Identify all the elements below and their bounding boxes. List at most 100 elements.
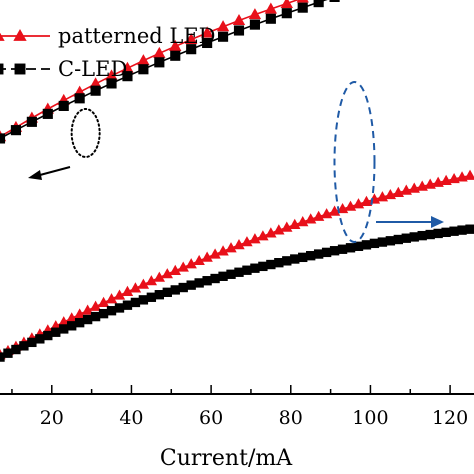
data-point xyxy=(273,224,285,235)
legend-item: C-LED xyxy=(0,57,127,81)
data-point xyxy=(313,249,324,259)
data-point xyxy=(216,20,230,32)
data-point xyxy=(242,265,252,275)
data-point xyxy=(59,324,69,334)
data-point xyxy=(67,321,77,331)
data-point xyxy=(178,282,188,293)
data-point xyxy=(58,316,70,327)
data-point xyxy=(433,228,443,239)
data-point xyxy=(0,32,5,41)
data-point xyxy=(265,13,276,24)
data-point xyxy=(361,240,372,250)
data-point xyxy=(297,216,309,227)
data-point xyxy=(90,85,101,96)
data-point xyxy=(464,169,474,180)
data-point xyxy=(377,237,388,247)
data-point xyxy=(0,352,5,362)
data-point xyxy=(296,0,309,3)
data-point xyxy=(233,25,245,36)
data-point xyxy=(161,268,173,279)
data-point xyxy=(369,238,380,249)
data-point xyxy=(73,308,86,319)
data-point xyxy=(58,100,69,111)
data-point xyxy=(27,337,37,348)
data-point xyxy=(257,230,269,241)
data-point xyxy=(170,50,181,61)
data-point xyxy=(281,221,293,232)
data-point xyxy=(226,269,236,279)
data-point xyxy=(329,0,340,2)
data-point xyxy=(290,254,300,264)
data-point xyxy=(3,348,13,358)
x-tick-label: 60 xyxy=(199,407,223,429)
data-point xyxy=(329,246,340,256)
data-point xyxy=(200,26,214,38)
data-point xyxy=(274,258,284,268)
data-point xyxy=(232,13,246,26)
data-point xyxy=(81,304,94,315)
data-point xyxy=(217,245,229,256)
data-point xyxy=(202,276,212,286)
data-point xyxy=(282,256,292,266)
plot-area xyxy=(0,0,474,362)
data-point xyxy=(258,261,268,272)
data-point xyxy=(169,39,182,51)
data-point xyxy=(106,306,117,316)
data-point xyxy=(328,205,341,216)
series-c-led xyxy=(0,224,474,362)
data-point xyxy=(409,232,419,242)
data-point xyxy=(249,19,260,30)
x-tick-label: 100 xyxy=(352,407,388,429)
data-point xyxy=(10,125,22,136)
data-point xyxy=(425,229,435,240)
data-point xyxy=(177,261,189,272)
data-point xyxy=(289,218,301,229)
legend: patterned LED C-LED xyxy=(0,24,216,81)
data-point xyxy=(321,247,332,258)
data-point xyxy=(441,227,451,238)
data-point xyxy=(248,8,262,20)
data-point xyxy=(43,330,53,341)
data-point xyxy=(170,285,180,295)
data-point xyxy=(218,271,228,281)
data-point xyxy=(385,236,396,246)
data-point xyxy=(465,224,474,234)
x-axis-title: Current/mA xyxy=(160,446,293,471)
data-point xyxy=(105,293,118,304)
data-point xyxy=(129,282,142,293)
data-point xyxy=(106,78,117,89)
data-point xyxy=(98,308,109,319)
data-point xyxy=(82,314,93,325)
data-point xyxy=(320,208,333,219)
x-tick-label: 120 xyxy=(432,407,468,429)
data-point xyxy=(417,230,427,241)
data-point xyxy=(169,264,181,275)
x-tick-label: 80 xyxy=(279,407,303,429)
x-tick-label: 40 xyxy=(119,407,143,429)
series-c-led xyxy=(0,0,340,144)
data-point xyxy=(201,251,213,262)
data-point xyxy=(14,63,26,75)
data-point xyxy=(89,300,102,311)
data-point xyxy=(209,248,221,259)
data-point xyxy=(298,252,308,263)
data-point xyxy=(138,295,149,305)
data-point xyxy=(313,0,324,8)
left-axis-arrow xyxy=(39,166,71,176)
data-point xyxy=(353,241,364,251)
data-point xyxy=(130,297,141,308)
data-point xyxy=(185,258,197,269)
data-point xyxy=(121,61,134,73)
data-point xyxy=(233,239,245,250)
data-point xyxy=(122,71,133,82)
data-point xyxy=(35,334,45,344)
data-point xyxy=(265,227,277,238)
data-point xyxy=(241,236,253,247)
data-point xyxy=(89,77,102,89)
data-point xyxy=(306,251,316,261)
data-point xyxy=(51,327,61,337)
data-point xyxy=(186,280,196,290)
data-point xyxy=(457,225,467,235)
data-point xyxy=(194,278,204,288)
